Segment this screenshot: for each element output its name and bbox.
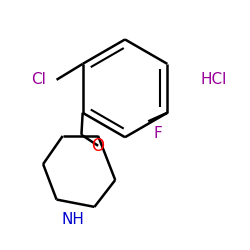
Text: NH: NH — [61, 212, 84, 226]
Text: O: O — [92, 137, 104, 155]
Text: F: F — [153, 126, 162, 141]
Text: Cl: Cl — [31, 72, 46, 87]
Text: HCl: HCl — [201, 72, 227, 87]
